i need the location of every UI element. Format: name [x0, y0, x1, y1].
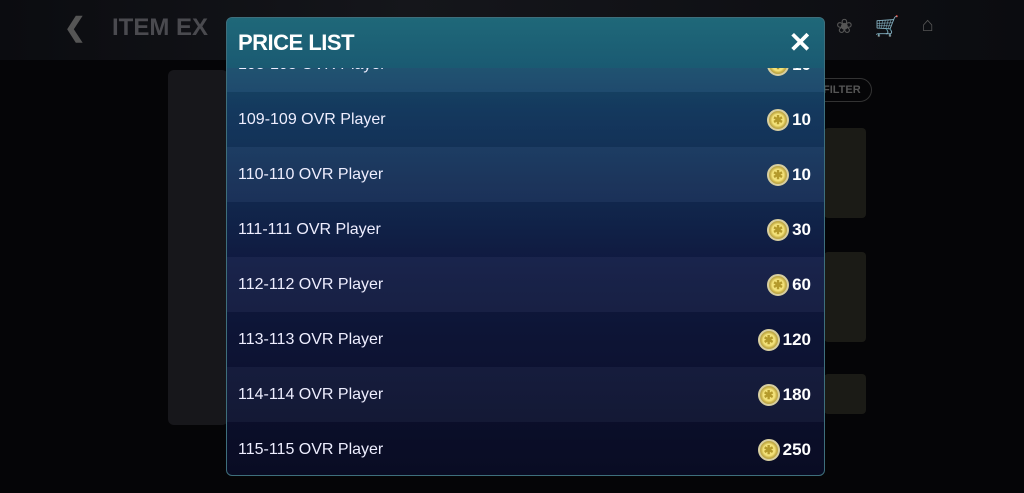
coin-icon: ✱ — [767, 218, 790, 241]
list-item: 110-110 OVR Player ✱ 10 — [227, 147, 824, 202]
top-icons: ❀ 🛒 ⌂ — [836, 14, 934, 39]
gift-icon[interactable]: ❀ — [836, 16, 853, 38]
close-icon[interactable]: ✕ — [788, 27, 812, 58]
price: ✱10 — [767, 108, 811, 131]
list-item: 113-113 OVR Player ✱ 120 — [227, 312, 824, 367]
price-list[interactable]: 108-108 OVR Player ✱10109-109 OVR Player… — [227, 37, 824, 475]
player-card[interactable] — [824, 128, 866, 218]
cart-icon[interactable]: 🛒 — [874, 16, 900, 38]
price: ✱ 120 — [757, 328, 811, 351]
modal-title: PRICE LIST — [238, 30, 355, 55]
list-item: 111-111 OVR Player ✱ 30 — [227, 202, 824, 257]
list-item: 109-109 OVR Player ✱ 10 — [227, 92, 824, 147]
price-value: 30 — [792, 219, 811, 239]
price-value: 250 — [782, 439, 811, 459]
price-value: 10 — [792, 164, 811, 184]
coin-icon: ✱ — [767, 273, 790, 296]
tier-label: 110-110 OVR Player — [238, 165, 384, 183]
list-item: 112-112 OVR Player ✱ 60 — [227, 257, 824, 312]
price-list-modal: PRICE LIST ✕ 108-108 OVR Player ✱10109-1… — [226, 17, 825, 476]
price: ✱ 250 — [757, 438, 811, 461]
list-item: 115-115 OVR Player ✱ 250 — [227, 422, 824, 475]
coin-icon: ✱ — [767, 163, 790, 186]
coin-icon: ✱ — [757, 438, 780, 461]
modal-header: PRICE LIST ✕ — [227, 18, 824, 68]
price: ✱ 60 — [767, 273, 811, 296]
page-title: ITEM EX — [112, 14, 209, 41]
tier-label: 112-112 OVR Player — [238, 275, 384, 293]
back-chevron-icon[interactable]: ❮ — [64, 12, 86, 42]
tier-label: 111-111 OVR Player — [238, 220, 381, 238]
tier-label: 109-109 OVR Player — [238, 110, 386, 128]
coin-icon: ✱ — [757, 383, 780, 406]
tier-label: 113-113 OVR Player — [238, 330, 384, 348]
coin-icon: ✱ — [757, 328, 780, 351]
price: ✱ 30 — [767, 218, 811, 241]
left-panel — [168, 70, 228, 425]
player-card[interactable] — [824, 374, 866, 414]
price: ✱ 180 — [757, 383, 811, 406]
list-item: 114-114 OVR Player ✱ 180 — [227, 367, 824, 422]
price-value: 10 — [792, 109, 811, 129]
tier-label: 115-115 OVR Player — [238, 440, 384, 458]
tier-label: 114-114 OVR Player — [238, 385, 384, 403]
price-value: 120 — [782, 329, 811, 349]
price: ✱10 — [767, 163, 811, 186]
price-value: 180 — [782, 384, 811, 404]
player-card[interactable] — [824, 252, 866, 342]
price-value: 60 — [792, 274, 811, 294]
home-icon[interactable]: ⌂ — [921, 14, 934, 36]
coin-icon: ✱ — [767, 108, 790, 131]
